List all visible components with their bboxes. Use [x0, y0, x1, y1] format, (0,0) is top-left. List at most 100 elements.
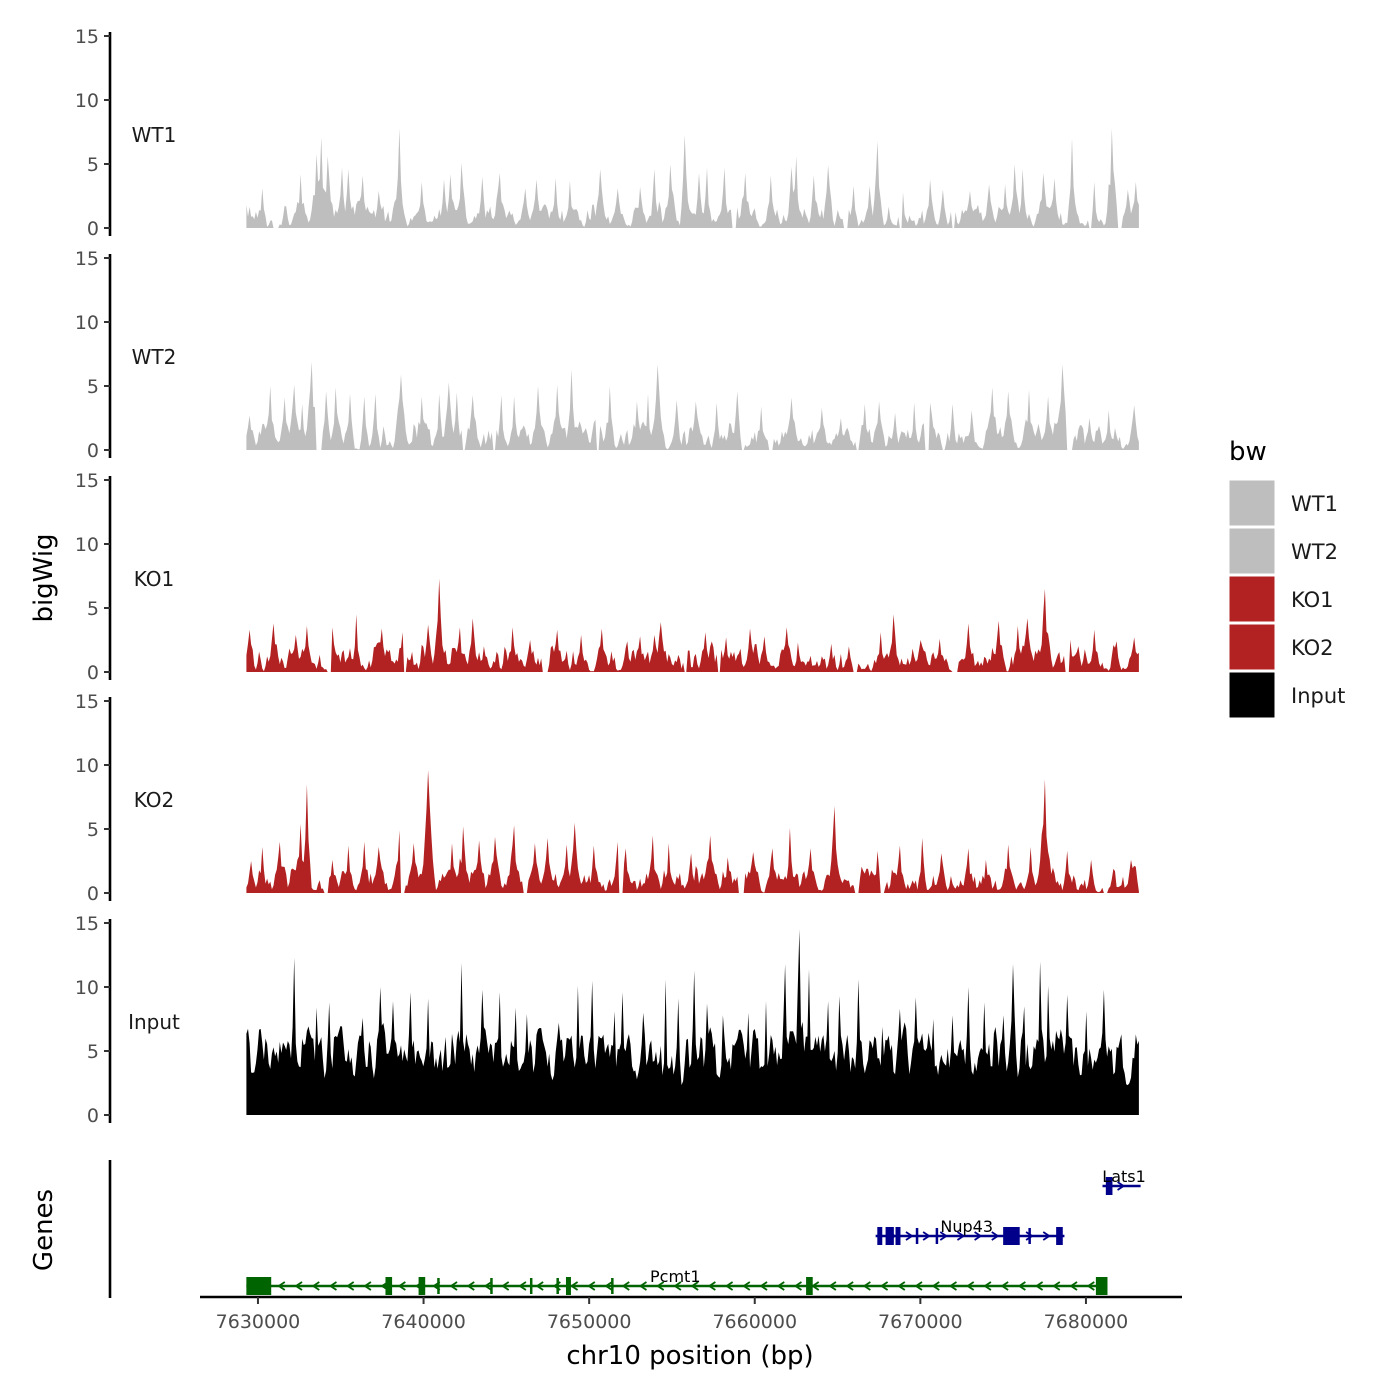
- strand-arrow: [742, 1281, 751, 1291]
- strand-arrow: [914, 1281, 923, 1291]
- gene-lats1: Lats1: [1102, 1167, 1146, 1195]
- strand-arrow: [991, 1231, 1000, 1241]
- strand-arrow: [397, 1281, 406, 1291]
- y-tick-label: 0: [87, 1105, 99, 1127]
- y-tick-label: 5: [87, 598, 99, 620]
- track-ko1: 0 5 10 15 KO1: [75, 470, 1139, 684]
- y-axis-title: bigWig: [29, 533, 59, 622]
- y-tick-label: 15: [75, 248, 99, 270]
- strand-arrow: [569, 1281, 579, 1291]
- strand-arrow: [449, 1281, 458, 1291]
- exon: [877, 1227, 883, 1245]
- strand-arrow: [879, 1281, 889, 1291]
- legend-swatch-ko2: [1228, 623, 1276, 671]
- strand-arrow: [828, 1281, 837, 1291]
- strand-arrow: [983, 1281, 992, 1291]
- strand-arrow: [966, 1281, 975, 1291]
- y-tick-label: 10: [75, 977, 99, 999]
- strand-arrow: [466, 1281, 475, 1291]
- y-tick-label: 15: [75, 913, 99, 935]
- legend-label-ko2: KO2: [1291, 636, 1334, 660]
- legend-swatch-input: [1228, 671, 1276, 719]
- track-wt2: 0 5 10 15 WT2: [75, 248, 1139, 462]
- strand-arrow: [294, 1281, 303, 1291]
- y-tick-label: 15: [75, 470, 99, 492]
- y-tick-label: 10: [75, 534, 99, 556]
- strand-arrow: [1069, 1281, 1078, 1291]
- y-tick-label: 5: [87, 819, 99, 841]
- legend-title: bw: [1229, 437, 1267, 467]
- strand-arrow: [1042, 1231, 1051, 1241]
- track-ko2: 0 5 10 15 KO2: [75, 691, 1139, 905]
- y-tick-label: 5: [87, 154, 99, 176]
- signal-area-ko1: [246, 578, 1139, 672]
- strand-arrow: [793, 1281, 802, 1291]
- y-tick-label: 15: [75, 691, 99, 713]
- legend-swatch-wt1: [1228, 479, 1276, 527]
- x-tick-label: 7670000: [878, 1311, 963, 1333]
- x-axis-title: chr10 position (bp): [566, 1341, 813, 1371]
- strand-arrow: [1052, 1281, 1061, 1291]
- y-tick-label: 5: [87, 1041, 99, 1063]
- strand-arrow: [862, 1281, 871, 1291]
- strand-arrow: [1117, 1181, 1126, 1191]
- exon: [1003, 1227, 1020, 1245]
- track-label-ko1: KO1: [134, 567, 175, 591]
- exon: [806, 1277, 813, 1295]
- y-tick-label: 10: [75, 312, 99, 334]
- strand-arrow: [897, 1281, 906, 1291]
- strand-arrow: [931, 1281, 940, 1291]
- strand-arrow: [673, 1281, 682, 1291]
- strand-arrow: [501, 1281, 510, 1291]
- strand-arrow: [922, 1231, 931, 1241]
- x-tick-label: 7660000: [712, 1311, 797, 1333]
- strand-arrow: [1017, 1281, 1026, 1291]
- gene-annotation-panel: 7630000 7640000 7650000 7660000 7670000 76800…: [108, 1160, 1182, 1333]
- y-tick-label: 0: [87, 662, 99, 684]
- track-label-wt2: WT2: [132, 345, 177, 369]
- genes-axis-title: Genes: [29, 1189, 59, 1271]
- strand-arrow: [1086, 1281, 1095, 1291]
- signal-area-wt2: [246, 361, 1139, 450]
- strand-arrow: [690, 1281, 699, 1291]
- y-tick-label: 15: [75, 26, 99, 48]
- signal-tracks: 0 5 10 15 WT1 0 5 10 15 WT2 0 5 10 15 KO1 0 5 10 15 KO2 0 5 10…: [75, 26, 1139, 1127]
- strand-arrow: [724, 1281, 734, 1291]
- x-tick-label: 7680000: [1044, 1311, 1129, 1333]
- y-tick-label: 10: [75, 755, 99, 777]
- strand-arrow: [956, 1231, 966, 1241]
- strand-arrow: [1000, 1281, 1009, 1291]
- track-label-wt1: WT1: [132, 123, 177, 147]
- x-tick-label: 7650000: [547, 1311, 632, 1333]
- exon: [385, 1277, 393, 1295]
- strand-arrow: [311, 1281, 320, 1291]
- strand-arrow: [363, 1281, 372, 1291]
- strand-arrow: [905, 1231, 914, 1241]
- exon: [1105, 1177, 1113, 1195]
- legend: bw WT1 WT2 KO1 KO2 Input: [1228, 437, 1345, 719]
- legend-label-wt1: WT1: [1291, 492, 1338, 516]
- exon: [1056, 1227, 1063, 1245]
- strand-arrow: [759, 1281, 768, 1291]
- strand-arrow: [277, 1281, 286, 1291]
- strand-arrow: [974, 1231, 983, 1241]
- legend-swatch-ko1: [1228, 575, 1276, 623]
- track-label-input: Input: [128, 1010, 180, 1034]
- strand-arrow: [707, 1281, 716, 1291]
- legend-label-wt2: WT2: [1291, 540, 1338, 564]
- signal-area-wt1: [246, 128, 1139, 228]
- x-tick-label: 7630000: [216, 1311, 301, 1333]
- legend-label-ko1: KO1: [1291, 588, 1334, 612]
- strand-arrow: [518, 1281, 527, 1291]
- strand-arrow: [948, 1281, 957, 1291]
- strand-arrow: [939, 1231, 948, 1241]
- strand-arrow: [328, 1281, 337, 1291]
- track-wt1: 0 5 10 15 WT1: [75, 26, 1139, 240]
- y-tick-label: 5: [87, 376, 99, 398]
- y-tick-label: 0: [87, 440, 99, 462]
- signal-area-ko2: [246, 770, 1139, 893]
- gene-pcmt1: Pcmt1: [246, 1267, 1108, 1295]
- strand-arrow: [621, 1281, 630, 1291]
- exon: [1095, 1277, 1108, 1295]
